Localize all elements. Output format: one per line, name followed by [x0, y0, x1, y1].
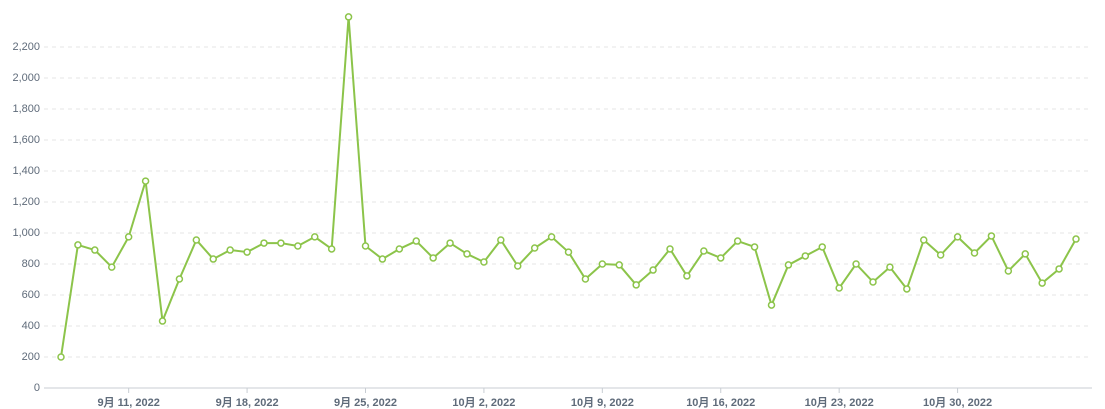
data-point	[193, 237, 199, 243]
data-point	[58, 354, 64, 360]
data-point	[667, 246, 673, 252]
data-point	[532, 245, 538, 251]
y-tick-label: 1,600	[12, 134, 40, 146]
y-tick-label: 1,000	[12, 227, 40, 239]
data-point	[802, 253, 808, 259]
y-tick-label: 2,200	[12, 41, 40, 53]
data-point	[481, 259, 487, 265]
x-tick-label: 10月 23, 2022	[805, 396, 874, 409]
data-point	[1005, 268, 1011, 274]
data-point	[972, 250, 978, 256]
data-point	[684, 273, 690, 279]
data-point	[549, 234, 555, 240]
data-point	[718, 255, 724, 261]
data-point	[1022, 251, 1028, 257]
y-tick-label: 0	[34, 382, 40, 394]
data-point	[143, 178, 149, 184]
data-point	[921, 237, 927, 243]
y-tick-label: 400	[22, 320, 40, 332]
data-point	[582, 276, 588, 282]
data-point	[329, 246, 335, 252]
y-tick-label: 2,000	[12, 72, 40, 84]
data-point	[346, 14, 352, 20]
data-point	[566, 249, 572, 255]
data-point	[1073, 236, 1079, 242]
data-point	[938, 252, 944, 258]
x-tick-label: 10月 2, 2022	[452, 396, 515, 409]
data-point	[853, 261, 859, 267]
data-point	[160, 318, 166, 324]
data-point	[126, 234, 132, 240]
data-point	[379, 256, 385, 262]
data-point	[396, 246, 402, 252]
x-tick-label: 9月 11, 2022	[97, 396, 159, 409]
data-point	[819, 244, 825, 250]
data-point	[870, 279, 876, 285]
data-point	[244, 249, 250, 255]
data-point	[176, 276, 182, 282]
data-point	[295, 243, 301, 249]
data-point	[1039, 280, 1045, 286]
data-point	[785, 262, 791, 268]
data-point	[498, 237, 504, 243]
data-point	[650, 267, 656, 273]
data-point	[735, 238, 741, 244]
data-point	[752, 244, 758, 250]
y-tick-label: 600	[22, 289, 40, 301]
data-point	[515, 263, 521, 269]
data-point	[836, 285, 842, 291]
data-point	[227, 247, 233, 253]
data-point	[210, 256, 216, 262]
data-point	[988, 233, 994, 239]
y-tick-label: 200	[22, 351, 40, 363]
data-point	[955, 234, 961, 240]
data-point	[464, 251, 470, 257]
x-tick-label: 10月 16, 2022	[686, 396, 755, 409]
data-point	[769, 302, 775, 308]
data-point	[701, 248, 707, 254]
x-tick-label: 9月 25, 2022	[334, 396, 397, 409]
data-point	[599, 261, 605, 267]
data-point	[616, 262, 622, 268]
chart: 0 200 400 600 800 1,000 1,200 1,400 1,600 1,800 2,…	[0, 0, 1105, 409]
data-point	[447, 240, 453, 246]
x-tick-label: 10月 30, 2022	[923, 396, 992, 409]
series-line	[61, 17, 1076, 357]
data-point	[109, 264, 115, 270]
data-point	[430, 255, 436, 261]
data-point	[261, 240, 267, 246]
y-tick-label: 1,800	[12, 103, 40, 115]
x-tick-label: 10月 9, 2022	[571, 396, 634, 409]
data-point	[278, 240, 284, 246]
data-point	[887, 264, 893, 270]
y-tick-label: 800	[22, 258, 40, 270]
y-tick-label: 1,400	[12, 165, 40, 177]
data-point	[92, 247, 98, 253]
data-point	[75, 242, 81, 248]
data-point	[1056, 266, 1062, 272]
y-tick-label: 1,200	[12, 196, 40, 208]
x-tick-label: 9月 18, 2022	[216, 396, 279, 409]
data-point	[312, 234, 318, 240]
data-point	[633, 282, 639, 288]
data-point	[363, 243, 369, 249]
data-point	[904, 286, 910, 292]
data-point	[413, 238, 419, 244]
